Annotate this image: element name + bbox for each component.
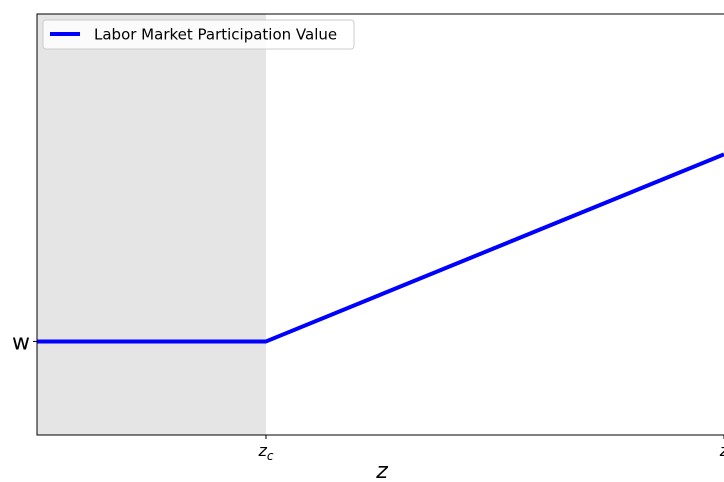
axes-frame [36,13,724,436]
shaded-region [37,14,266,435]
legend-box [42,19,355,50]
legend: Labor Market Participation Value [42,19,355,50]
x-tick-label-1: z [719,441,724,460]
ticks: zc z w [12,330,724,463]
series-line-0 [37,152,724,344]
plot-area [37,14,724,435]
legend-label-0: Labor Market Participation Value [94,26,337,44]
x-tick-label-0: zc [257,441,273,463]
y-tick-label-0: w [12,330,30,355]
x-axis-label: z [375,459,388,482]
